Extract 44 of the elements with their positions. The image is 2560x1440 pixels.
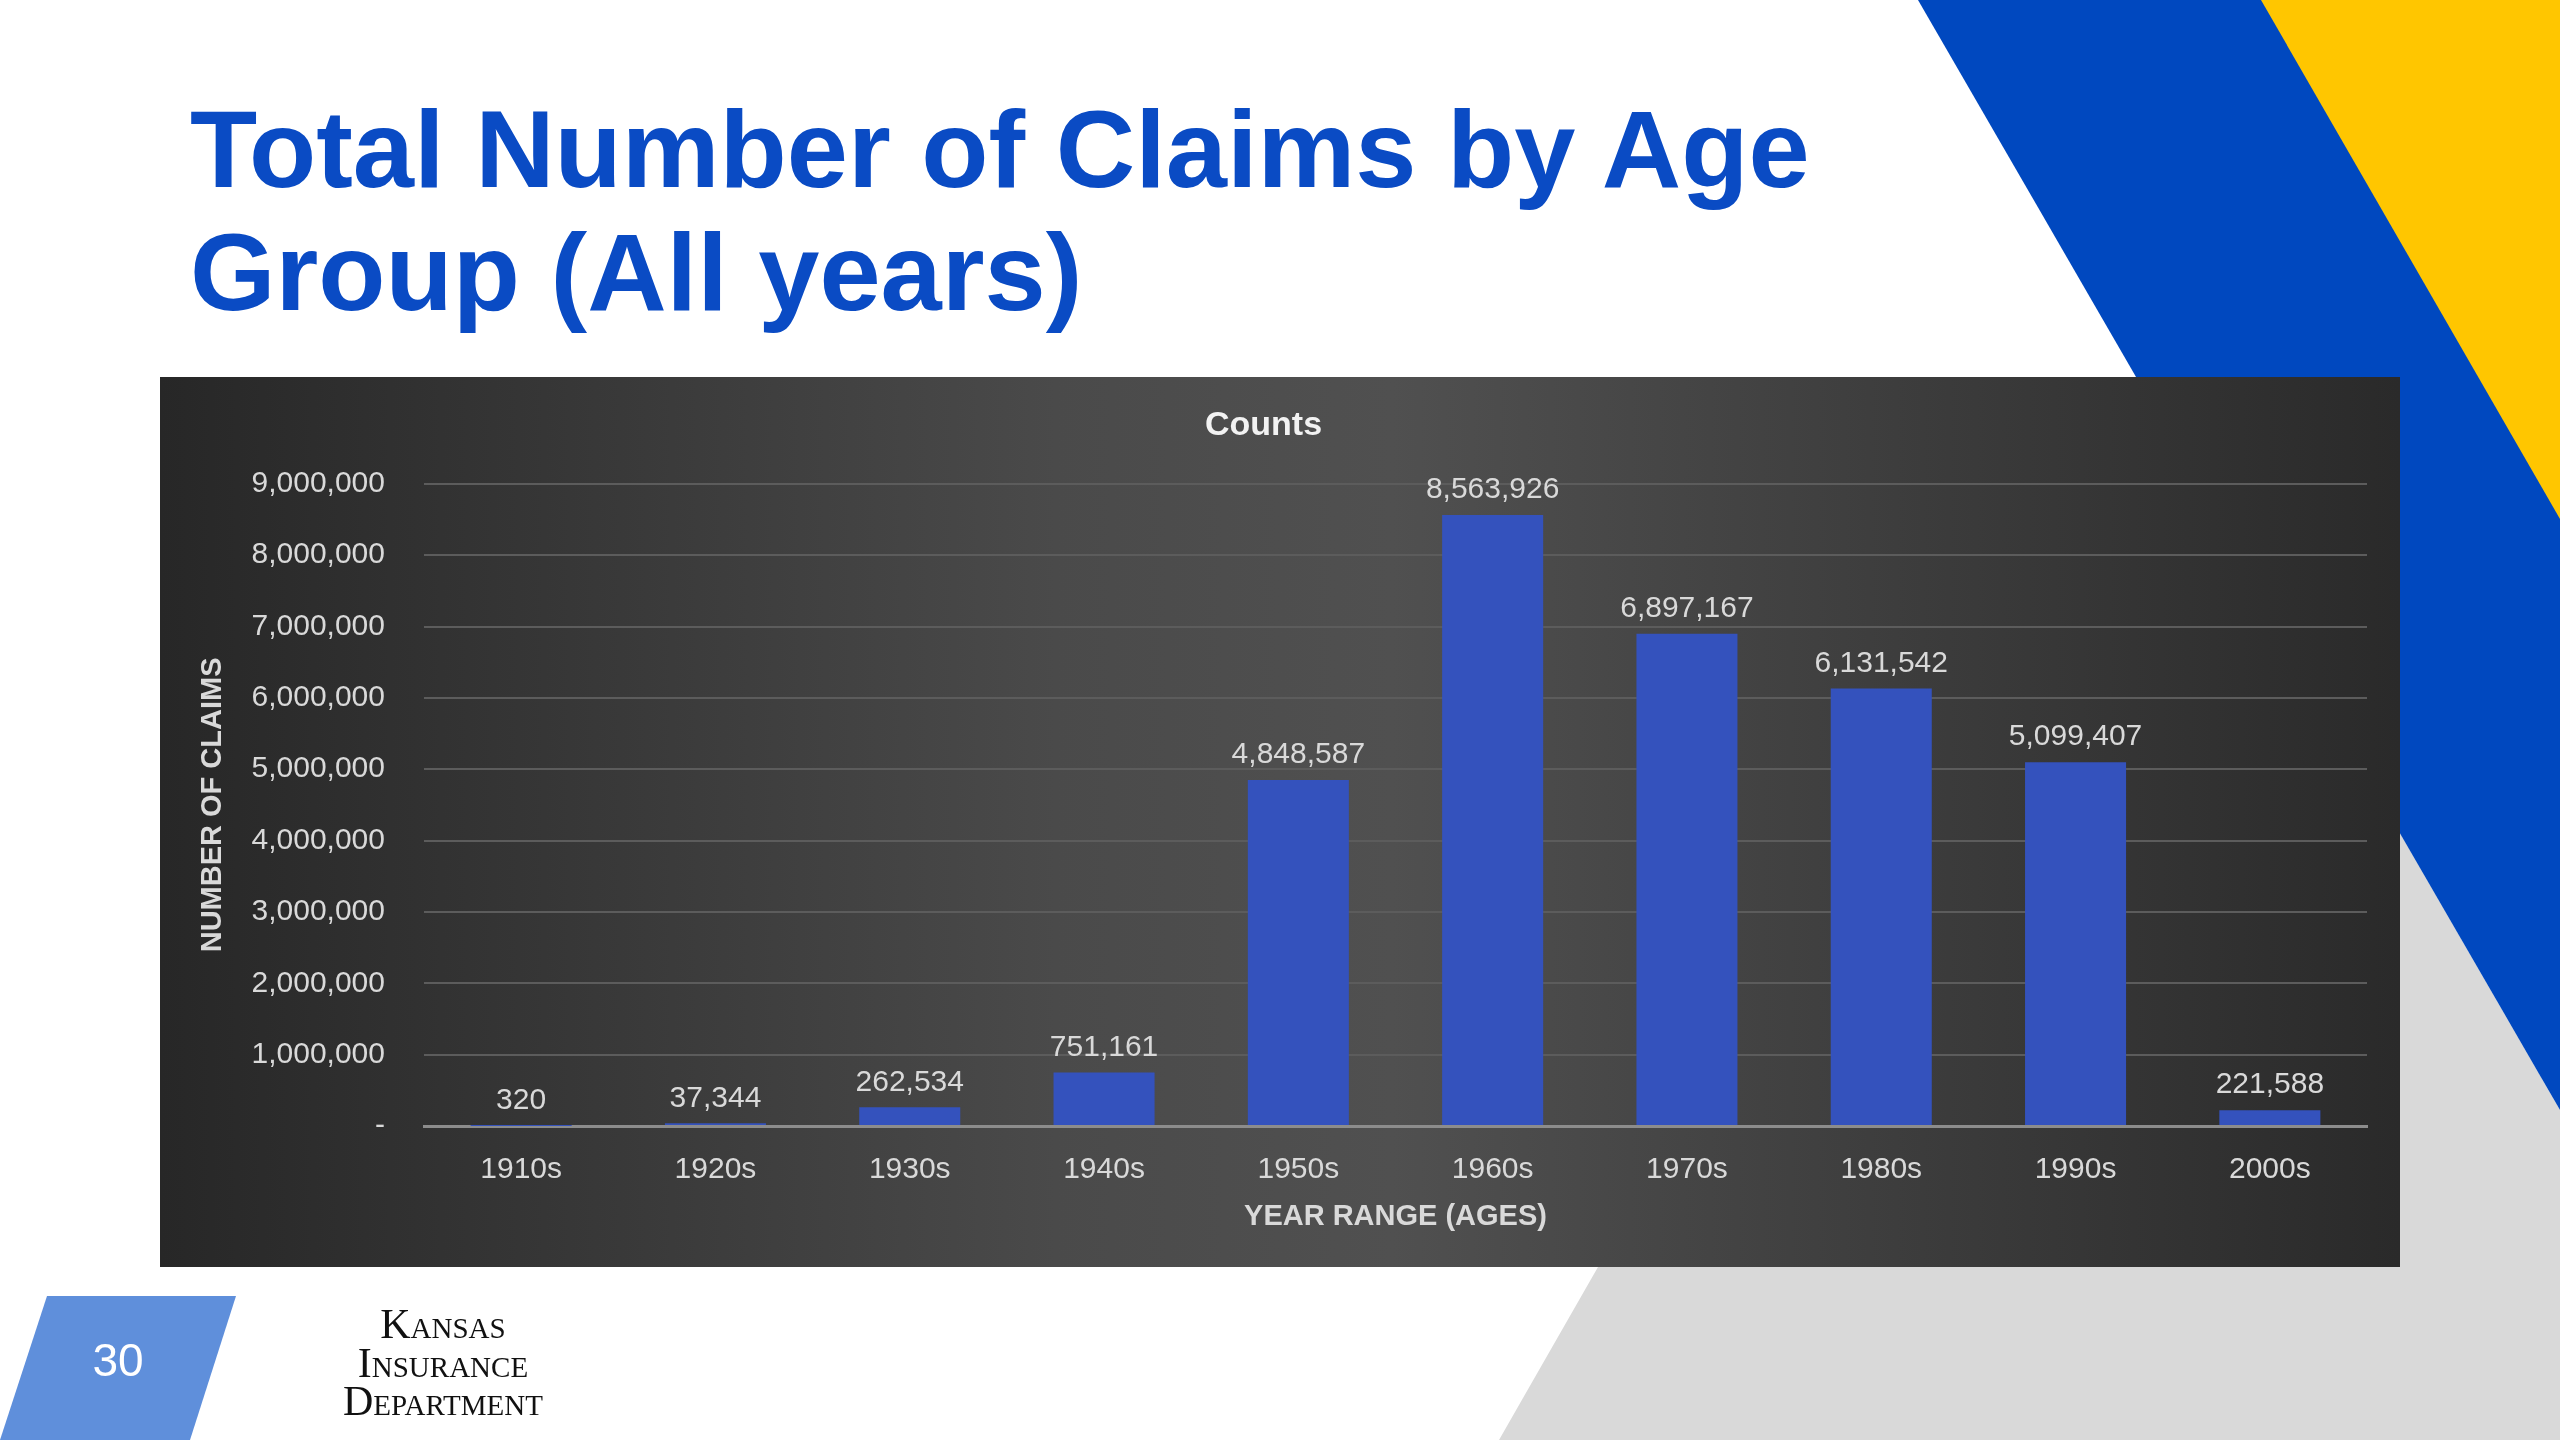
y-tick-label: 5,000,000 [251, 750, 385, 784]
text: 30 [92, 1334, 144, 1386]
chart-title: Total Number of Claims by Age Group (All years) [190, 87, 1811, 333]
bar [859, 1107, 961, 1125]
bar [2219, 1110, 2321, 1125]
y-tick-label: 8,000,000 [251, 536, 385, 570]
data-label: 5,099,407 [2008, 718, 2143, 752]
x-tick-label: 1960s [1451, 1151, 1534, 1185]
data-label: 37,344 [669, 1079, 762, 1113]
bar [1442, 514, 1544, 1125]
x-tick-label: 1910s [480, 1151, 563, 1185]
bar [1636, 633, 1738, 1125]
data-label: 8,563,926 [1425, 471, 1560, 505]
data-label: 751,161 [1049, 1028, 1159, 1062]
y-tick-label: 1,000,000 [251, 1035, 385, 1069]
x-tick-label: 1950s [1257, 1151, 1340, 1185]
data-label: 221,588 [2215, 1066, 2325, 1100]
y-tick-label: - [375, 1107, 385, 1141]
x-tick-label: 1970s [1646, 1151, 1728, 1185]
data-label: 320 [496, 1082, 547, 1116]
x-tick-label: 1940s [1063, 1151, 1145, 1185]
x-tick-label: 1980s [1840, 1151, 1923, 1185]
chart-subtitle: Counts [1204, 403, 1323, 442]
x-axis-title: YEAR RANGE (AGES) [1244, 1198, 1547, 1231]
x-tick-label: 1930s [868, 1151, 951, 1185]
bar [1053, 1072, 1155, 1125]
y-tick-label: 7,000,000 [251, 607, 385, 641]
data-label: 262,534 [855, 1063, 964, 1097]
y-axis-title: NUMBER OF CLAIMS [195, 657, 228, 953]
y-tick-label: 4,000,000 [251, 821, 385, 855]
data-label: 6,131,542 [1814, 644, 1948, 678]
y-tick-label: 9,000,000 [251, 465, 385, 499]
data-label: 6,897,167 [1620, 590, 1754, 624]
text: Kansas Insurance Department [343, 1301, 543, 1425]
data-label: 4,848,587 [1231, 736, 1366, 770]
bar [2025, 762, 2127, 1125]
bar [1830, 688, 1932, 1125]
y-tick-label: 3,000,000 [251, 893, 385, 927]
x-tick-label: 1920s [674, 1151, 757, 1185]
y-tick-label: 6,000,000 [251, 679, 385, 713]
y-tick-label: 2,000,000 [251, 964, 385, 998]
x-tick-label: 1990s [2034, 1151, 2117, 1185]
bar [1247, 780, 1349, 1125]
x-tick-label: 2000s [2228, 1151, 2311, 1185]
